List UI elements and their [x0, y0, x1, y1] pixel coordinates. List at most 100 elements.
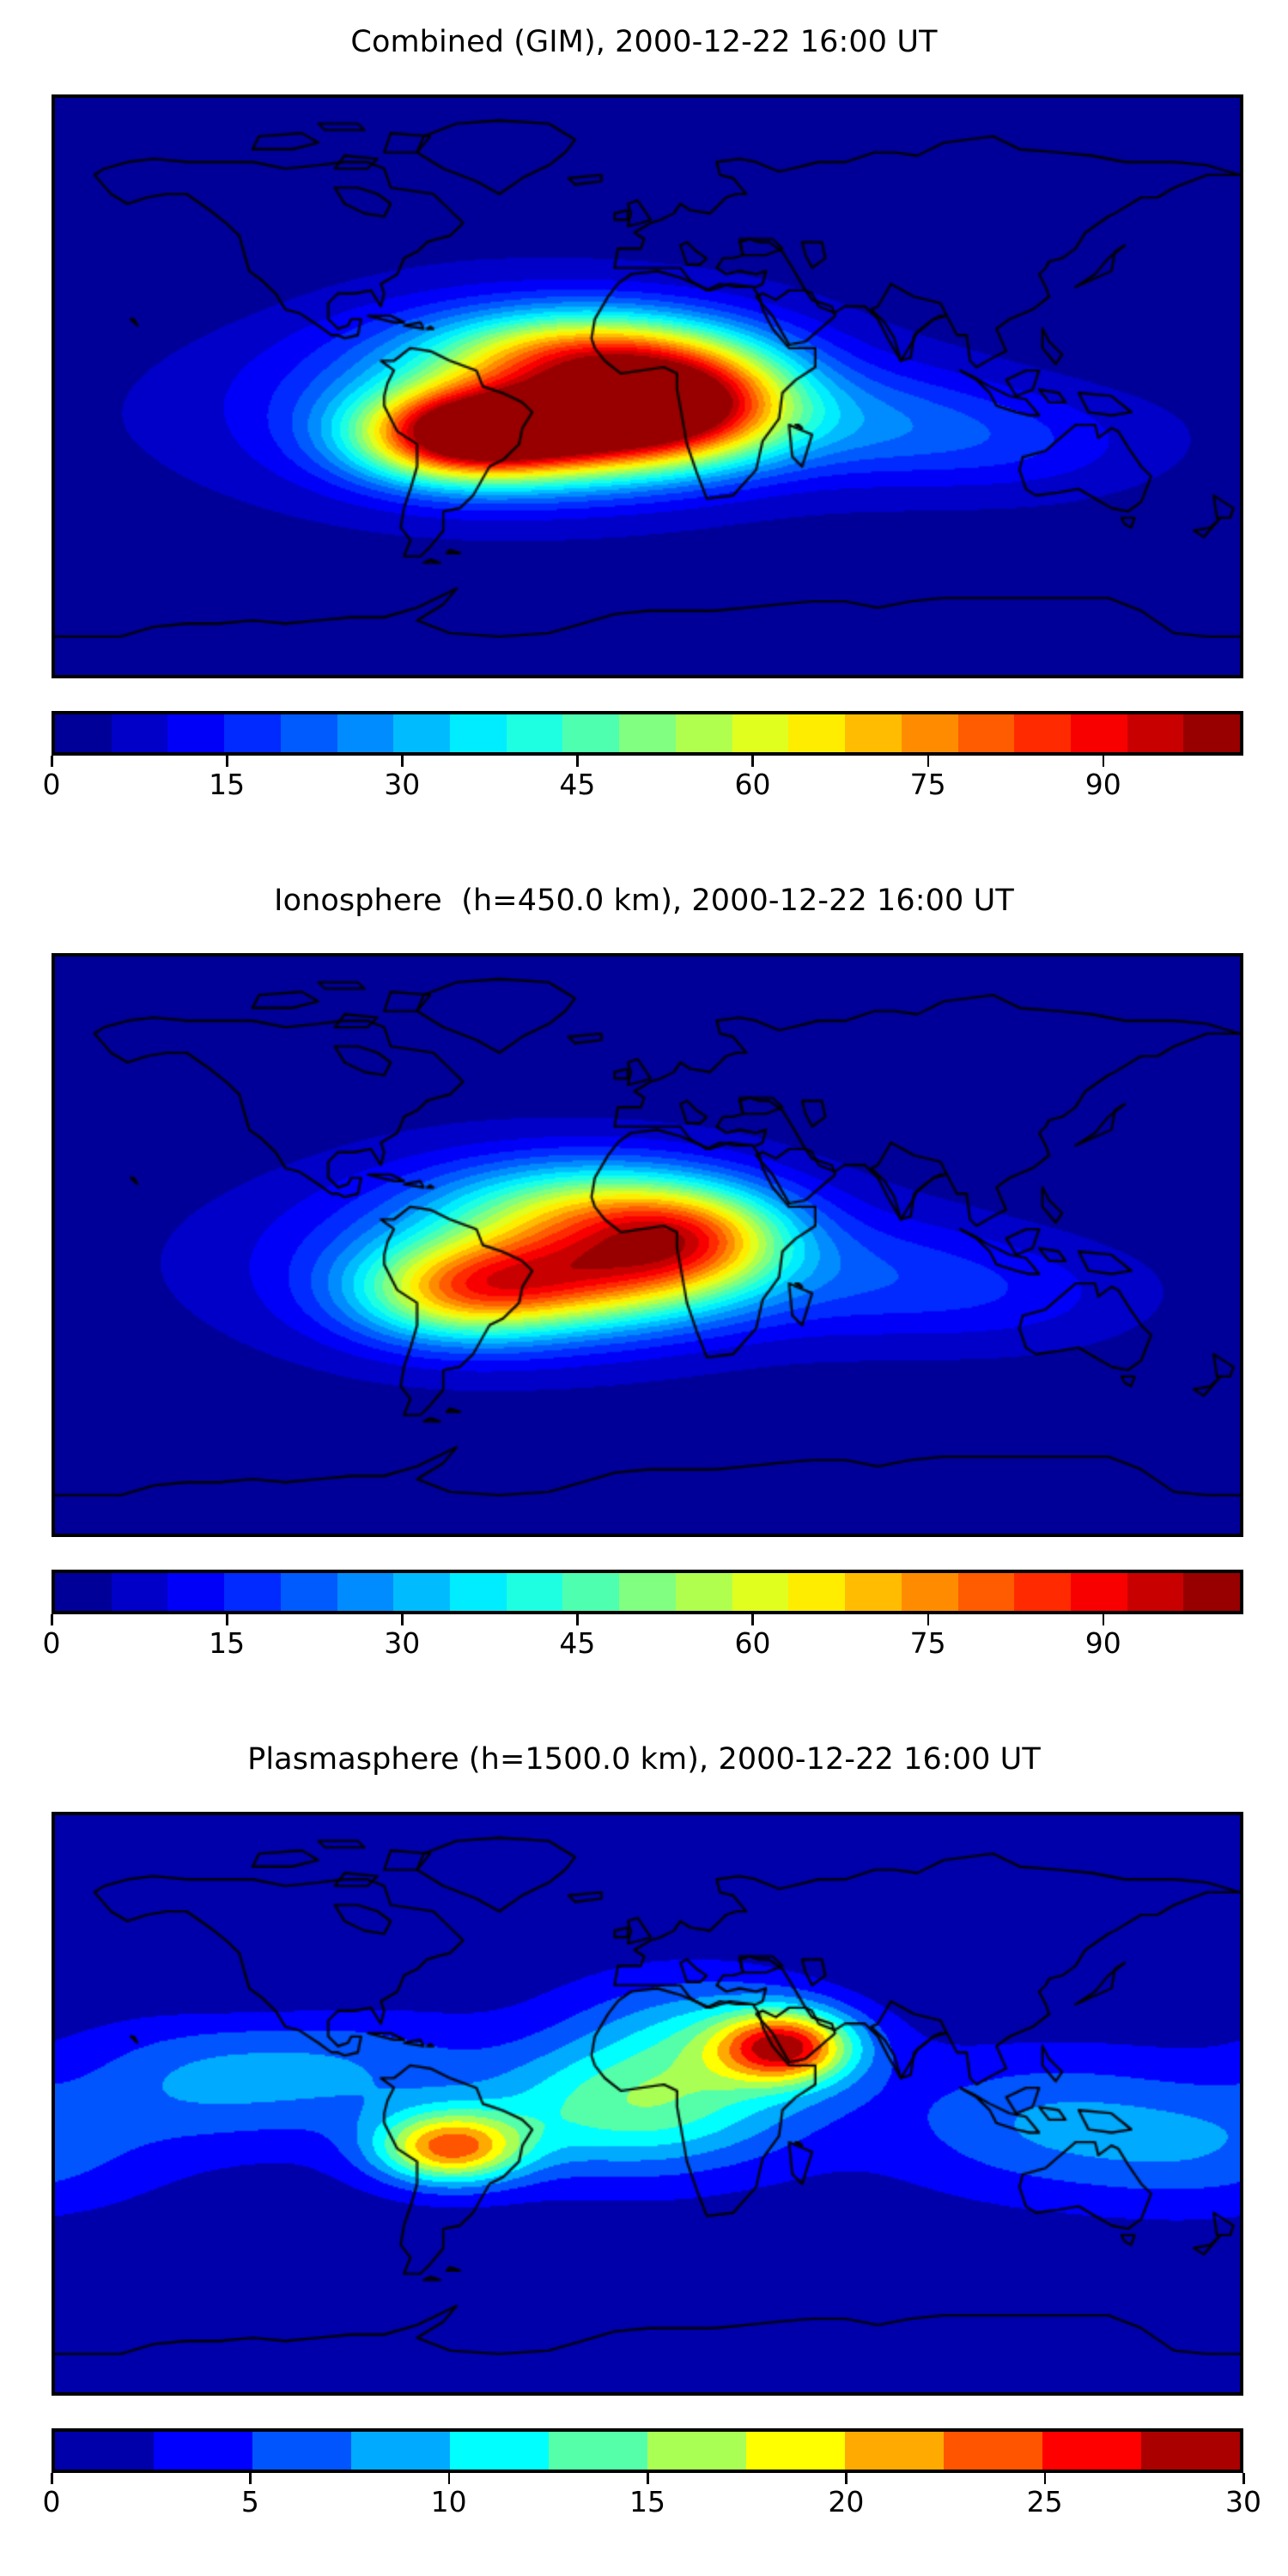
tick-line	[845, 2473, 848, 2484]
tick-label: 75	[909, 1626, 946, 1660]
tick-label: 75	[909, 768, 946, 801]
tick-label: 30	[384, 1626, 421, 1660]
tick-line	[249, 2473, 252, 2484]
colorbar-segment	[1127, 714, 1184, 752]
colorbar-segment	[450, 1573, 507, 1611]
tick-line	[751, 756, 754, 767]
tick-label: 20	[828, 2485, 865, 2518]
tick-label: 60	[734, 1626, 771, 1660]
colorbar-segment	[393, 714, 451, 752]
panel-title-ionosphere: Ionosphere (h=450.0 km), 2000-12-22 16:0…	[274, 884, 1014, 918]
tick-line	[576, 756, 579, 767]
colorbar-gradient-plasmasphere	[52, 2428, 1243, 2473]
colorbar-segment	[167, 1573, 225, 1611]
colorbar-segment	[111, 1573, 168, 1611]
tick-line	[51, 1614, 53, 1625]
colorbar-ionosphere: 0 15 30 45 60 75 90	[43, 1570, 1243, 1669]
colorbar-segment	[55, 714, 112, 752]
tick-line	[927, 756, 930, 767]
tick-label: 15	[629, 2485, 665, 2518]
colorbar-segment	[1141, 2432, 1240, 2470]
colorbar-gradient-ionosphere	[52, 1570, 1243, 1614]
colorbar-segment	[944, 2432, 1042, 2470]
colorbar-segment	[450, 714, 507, 752]
tick-line	[927, 1614, 930, 1625]
colorbar-segment	[55, 1573, 112, 1611]
map-axes-combined	[52, 94, 1243, 678]
colorbar-segment	[280, 714, 337, 752]
colorbar-segment	[732, 714, 789, 752]
map-canvas-plasmasphere	[55, 1815, 1240, 2392]
colorbar-segment	[1042, 2432, 1141, 2470]
colorbar-segment	[675, 1573, 732, 1611]
colorbar-segment	[1183, 1573, 1240, 1611]
tick-line	[401, 756, 404, 767]
panel-ionosphere: Ionosphere (h=450.0 km), 2000-12-22 16:0…	[0, 859, 1288, 1717]
colorbar-segment	[55, 2432, 154, 2470]
colorbar-segment	[506, 1573, 563, 1611]
colorbar-segment	[901, 1573, 958, 1611]
tick-line	[51, 756, 53, 767]
map-canvas-combined	[55, 98, 1240, 675]
colorbar-segment	[957, 714, 1015, 752]
panel-plasmasphere: Plasmasphere (h=1500.0 km), 2000-12-22 1…	[0, 1717, 1288, 2576]
panel-combined-gim: Combined (GIM), 2000-12-22 16:00 UT 0 15 3…	[0, 0, 1288, 859]
colorbar-segment	[647, 2432, 746, 2470]
colorbar-segment	[337, 714, 394, 752]
colorbar-combined: 0 15 30 45 60 75 90	[43, 711, 1243, 811]
colorbar-segment	[167, 714, 225, 752]
colorbar-segment	[393, 1573, 451, 1611]
tick-label: 25	[1026, 2485, 1063, 2518]
colorbar-segment	[845, 1573, 902, 1611]
colorbar-segment	[252, 2432, 351, 2470]
tick-label: 90	[1084, 1626, 1121, 1660]
tick-label: 30	[1225, 2485, 1261, 2518]
colorbar-segment	[746, 2432, 845, 2470]
tick-label: 45	[559, 768, 596, 801]
tick-line	[576, 1614, 579, 1625]
colorbar-segment	[1014, 1573, 1071, 1611]
panel-title-combined: Combined (GIM), 2000-12-22 16:00 UT	[350, 25, 938, 59]
panel-title-plasmasphere: Plasmasphere (h=1500.0 km), 2000-12-22 1…	[247, 1742, 1041, 1777]
tick-label: 5	[240, 2485, 259, 2518]
tick-line	[647, 2473, 649, 2484]
tick-line	[226, 1614, 228, 1625]
tick-label: 0	[42, 2485, 61, 2518]
colorbar-segment	[154, 2432, 252, 2470]
tick-line	[1102, 756, 1105, 767]
colorbar-segment	[562, 714, 620, 752]
colorbar-ticks-combined: 0 15 30 45 60 75 90	[43, 756, 1243, 811]
map-axes-ionosphere	[52, 953, 1243, 1537]
colorbar-segment	[788, 1573, 846, 1611]
tick-line	[751, 1614, 754, 1625]
tick-line	[51, 2473, 53, 2484]
colorbar-segment	[351, 2432, 450, 2470]
map-canvas-ionosphere	[55, 957, 1240, 1534]
colorbar-segment	[224, 714, 281, 752]
colorbar-segment	[506, 714, 563, 752]
tick-label: 45	[559, 1626, 596, 1660]
colorbar-segment	[1070, 1573, 1127, 1611]
tick-line	[1242, 2473, 1245, 2484]
map-axes-plasmasphere	[52, 1812, 1243, 2396]
colorbar-segment	[1183, 714, 1240, 752]
colorbar-segment	[280, 1573, 337, 1611]
tick-line	[226, 756, 228, 767]
tick-label: 15	[209, 768, 246, 801]
colorbar-segment	[1070, 714, 1127, 752]
tick-line	[447, 2473, 451, 2484]
colorbar-segment	[562, 1573, 620, 1611]
colorbar-ticks-ionosphere: 0 15 30 45 60 75 90	[43, 1614, 1243, 1669]
colorbar-segment	[549, 2432, 647, 2470]
colorbar-segment	[732, 1573, 789, 1611]
tick-line	[1102, 1614, 1105, 1625]
colorbar-gradient-combined	[52, 711, 1243, 756]
colorbar-segment	[845, 714, 902, 752]
colorbar-segment	[337, 1573, 394, 1611]
tick-label: 0	[42, 1626, 61, 1660]
colorbar-segment	[619, 714, 676, 752]
tick-label: 15	[209, 1626, 246, 1660]
colorbar-segment	[788, 714, 846, 752]
colorbar-segment	[675, 714, 732, 752]
